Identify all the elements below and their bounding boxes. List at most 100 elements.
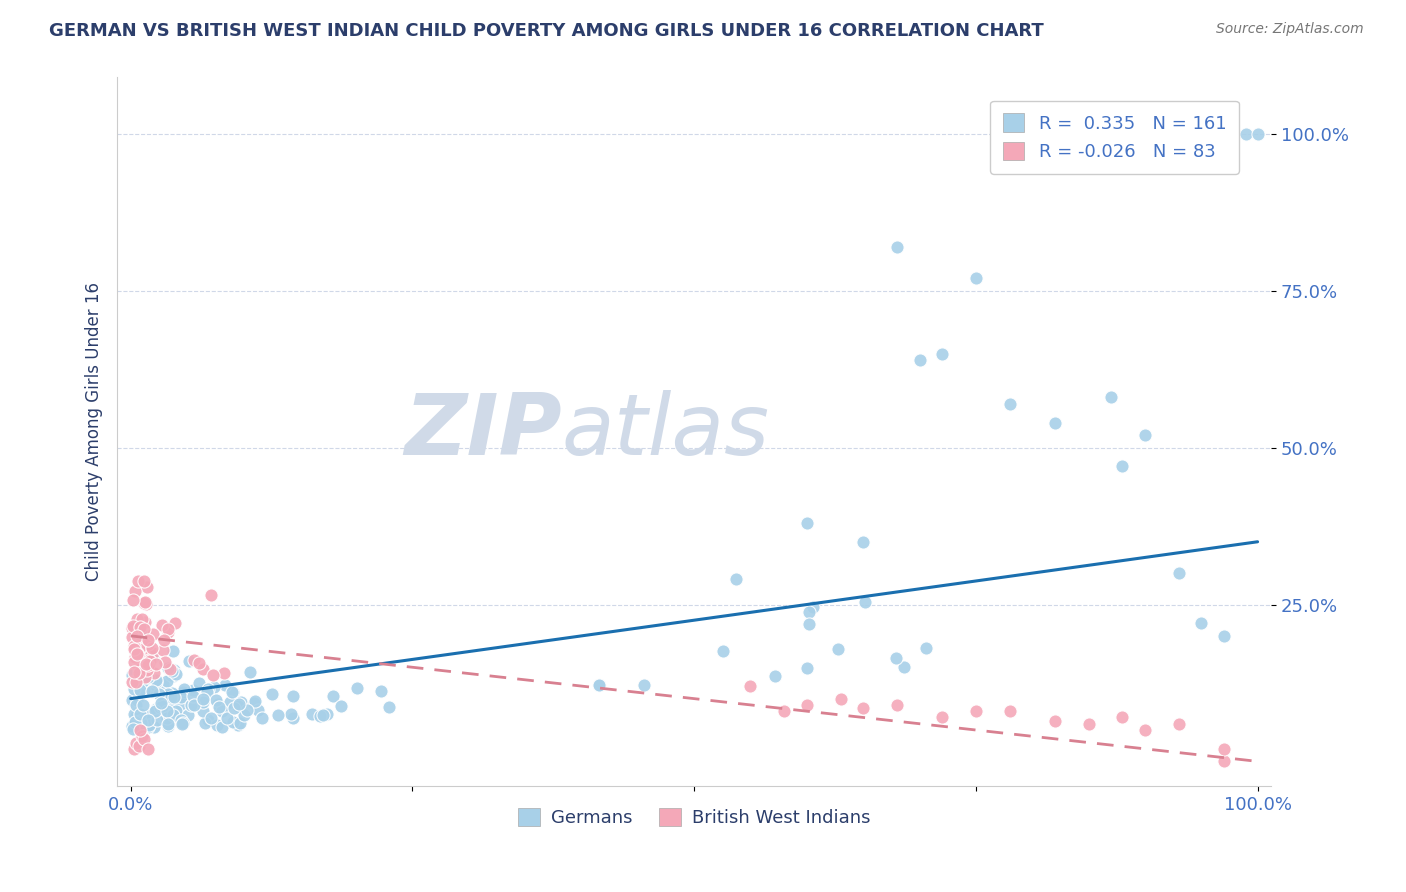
- Point: [202, 668, 225, 682]
- Point: [134, 574, 156, 589]
- Point: [145, 675, 167, 690]
- Point: [191, 704, 214, 718]
- Point: [124, 707, 146, 722]
- Point: [1212, 629, 1234, 643]
- Point: [136, 741, 159, 756]
- Point: [146, 713, 169, 727]
- Point: [181, 689, 204, 703]
- Point: [135, 598, 157, 612]
- Point: [1133, 723, 1156, 737]
- Point: [205, 718, 228, 732]
- Point: [170, 690, 193, 704]
- Point: [281, 689, 304, 703]
- Text: GERMAN VS BRITISH WEST INDIAN CHILD POVERTY AMONG GIRLS UNDER 16 CORRELATION CHA: GERMAN VS BRITISH WEST INDIAN CHILD POVE…: [49, 22, 1045, 40]
- Point: [121, 675, 143, 690]
- Point: [129, 706, 152, 721]
- Point: [141, 682, 163, 697]
- Point: [886, 698, 908, 712]
- Point: [283, 710, 305, 724]
- Point: [884, 651, 907, 665]
- Point: [740, 679, 762, 693]
- Point: [170, 715, 193, 730]
- Point: [150, 698, 173, 713]
- Point: [121, 630, 143, 644]
- Point: [121, 693, 143, 707]
- Point: [1099, 391, 1122, 405]
- Point: [931, 710, 953, 724]
- Point: [330, 698, 353, 713]
- Point: [136, 713, 159, 727]
- Point: [965, 704, 987, 718]
- Point: [242, 696, 264, 710]
- Point: [172, 716, 194, 731]
- Point: [134, 682, 156, 697]
- Point: [122, 741, 145, 756]
- Point: [125, 709, 148, 723]
- Point: [1111, 459, 1133, 474]
- Point: [1167, 716, 1189, 731]
- Point: [797, 617, 820, 632]
- Point: [212, 666, 235, 681]
- Point: [127, 648, 149, 663]
- Point: [162, 664, 184, 678]
- Point: [150, 700, 173, 714]
- Point: [773, 704, 796, 718]
- Point: [205, 693, 228, 707]
- Point: [187, 676, 209, 690]
- Point: [965, 271, 987, 285]
- Point: [132, 698, 155, 713]
- Point: [200, 588, 222, 602]
- Point: [122, 722, 145, 736]
- Point: [131, 660, 153, 674]
- Point: [724, 573, 747, 587]
- Point: [128, 739, 150, 753]
- Point: [172, 716, 194, 731]
- Point: [228, 698, 250, 712]
- Point: [166, 706, 188, 721]
- Point: [588, 678, 610, 692]
- Point: [200, 711, 222, 725]
- Point: [129, 715, 152, 730]
- Point: [301, 706, 323, 721]
- Point: [138, 654, 160, 668]
- Point: [893, 659, 915, 673]
- Point: [194, 716, 217, 731]
- Point: [280, 706, 302, 721]
- Point: [121, 667, 143, 681]
- Point: [1043, 714, 1066, 728]
- Point: [796, 516, 818, 530]
- Point: [128, 665, 150, 680]
- Point: [177, 708, 200, 723]
- Point: [142, 650, 165, 665]
- Point: [124, 583, 146, 598]
- Point: [153, 655, 176, 669]
- Point: [142, 646, 165, 660]
- Point: [152, 643, 174, 657]
- Point: [1077, 716, 1099, 731]
- Point: [131, 729, 153, 743]
- Point: [138, 653, 160, 667]
- Point: [797, 605, 820, 619]
- Point: [217, 710, 239, 724]
- Point: [222, 685, 245, 699]
- Point: [886, 240, 908, 254]
- Point: [149, 696, 172, 710]
- Point: [998, 397, 1021, 411]
- Point: [138, 669, 160, 683]
- Point: [127, 647, 149, 661]
- Point: [187, 657, 209, 671]
- Point: [138, 633, 160, 648]
- Point: [163, 665, 186, 680]
- Point: [128, 662, 150, 676]
- Point: [170, 714, 193, 728]
- Point: [229, 695, 252, 709]
- Point: [1234, 127, 1257, 141]
- Point: [1167, 566, 1189, 581]
- Point: [125, 674, 148, 689]
- Point: [998, 704, 1021, 718]
- Point: [124, 649, 146, 664]
- Point: [267, 708, 290, 723]
- Point: [124, 698, 146, 712]
- Point: [183, 698, 205, 713]
- Point: [157, 719, 180, 733]
